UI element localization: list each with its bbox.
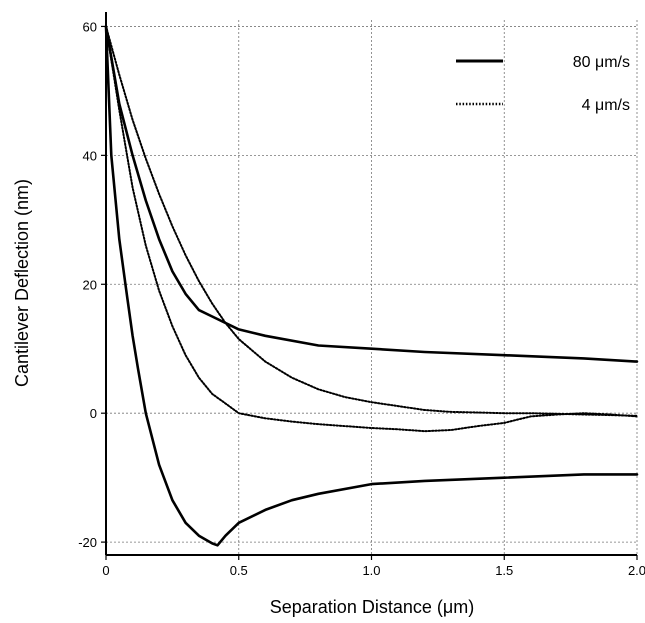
series-line-0 <box>104 25 639 363</box>
series-line-3 <box>105 25 638 433</box>
ticks: 0 0.5 1.0 1.5 2.0 60 40 20 0 -20 <box>78 19 645 578</box>
y-tick-label: 0 <box>90 406 97 421</box>
legend: 80 μm/s 4 μm/s <box>456 54 630 114</box>
y-tick-label: -20 <box>78 535 97 550</box>
y-tick-label: 60 <box>83 19 97 34</box>
x-tick-label: 1.0 <box>362 563 380 578</box>
y-axis-title: Cantilever Deflection (nm) <box>12 179 32 387</box>
legend-label-80: 80 μm/s <box>573 54 630 71</box>
axes <box>105 12 637 556</box>
grid <box>106 20 638 555</box>
x-tick-label: 0 <box>102 563 109 578</box>
series-line-2 <box>105 25 638 417</box>
series-line-1 <box>104 25 639 547</box>
x-tick-label: 0.5 <box>230 563 248 578</box>
x-tick-label: 1.5 <box>495 563 513 578</box>
legend-label-4: 4 μm/s <box>582 97 630 114</box>
y-tick-label: 20 <box>83 277 97 292</box>
x-axis-title: Separation Distance (μm) <box>270 597 474 617</box>
series-group <box>104 25 639 547</box>
x-tick-label: 2.0 <box>628 563 645 578</box>
y-tick-label: 40 <box>83 148 97 163</box>
